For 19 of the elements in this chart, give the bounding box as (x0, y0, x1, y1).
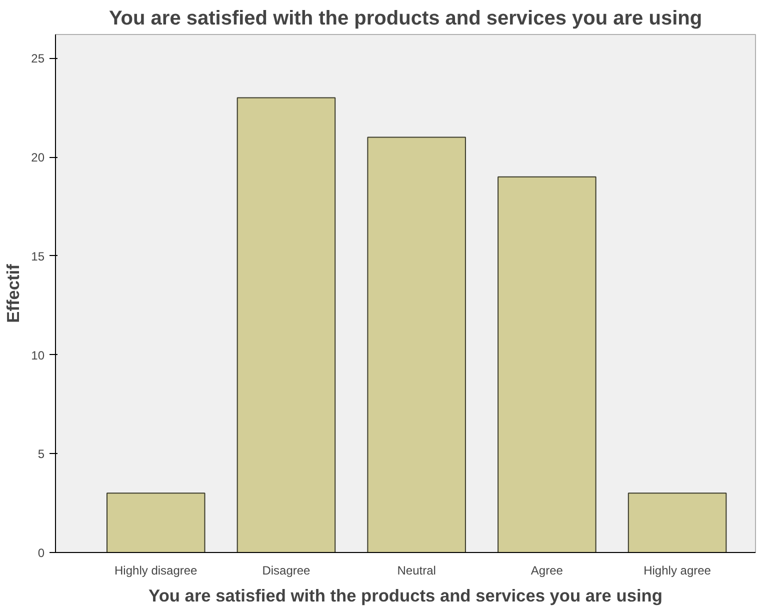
y-tick-label: 0 (38, 546, 45, 560)
chart-title: You are satisfied with the products and services you are using (108, 8, 702, 30)
x-tick-label: Highly agree (644, 564, 712, 578)
y-tick-label: 15 (31, 249, 45, 264)
x-tick-label: Agree (530, 564, 564, 578)
bar (628, 492, 727, 552)
y-tick-label: 5 (38, 447, 45, 462)
x-tick-label: Disagree (262, 564, 311, 578)
y-tick-label: 20 (31, 150, 45, 165)
bar (106, 492, 206, 552)
x-tick-label: Neutral (397, 564, 436, 578)
y-axis-title: Effectif (3, 264, 24, 323)
x-tick-label: Highly disagree (114, 564, 198, 578)
y-tick-label: 10 (31, 348, 45, 362)
y-tick-label: 25 (31, 52, 45, 66)
x-axis-title: You are satisfied with the products and services you are using (148, 586, 662, 606)
bar (367, 136, 466, 552)
bar (236, 97, 336, 552)
bar (498, 176, 596, 552)
